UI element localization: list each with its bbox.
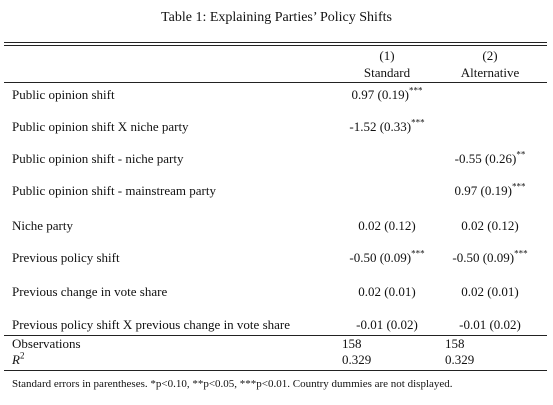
cell-value: -1.52 (0.33) (349, 119, 412, 134)
column-name: Alternative (460, 65, 520, 80)
significance: *** (511, 181, 526, 192)
significance: *** (408, 85, 423, 96)
stat-value: 158 (342, 336, 362, 351)
stat-value: 0.329 (342, 352, 372, 367)
significance: ** (516, 149, 526, 160)
rule (4, 42, 547, 43)
stat-name: R (12, 352, 20, 367)
cell: -0.50 (0.09)*** (327, 248, 447, 266)
stat-label: Observations (12, 336, 81, 352)
column-number: (2) (482, 48, 498, 63)
cell: 0.02 (0.01) (327, 284, 447, 300)
cell-value: -0.01 (0.02) (356, 317, 418, 332)
rule (4, 82, 547, 83)
cell: -1.52 (0.33)*** (327, 117, 447, 135)
stat-label: R2 (12, 350, 25, 368)
row-label: Public opinion shift - niche party (12, 151, 184, 166)
row-label: Previous policy shift X previous change … (12, 317, 290, 332)
cell: 0.97 (0.19)*** (327, 85, 447, 103)
cell-value: -0.01 (0.02) (459, 317, 521, 332)
cell-value: 0.02 (0.12) (358, 218, 416, 233)
row-label: Niche party (12, 218, 74, 233)
rule (4, 370, 547, 371)
stat-name: Observations (12, 336, 81, 351)
row-label: Public opinion shift - mainstream party (12, 183, 216, 198)
cell: 0.02 (0.12) (327, 218, 447, 234)
significance: *** (514, 248, 528, 259)
rule (4, 45, 547, 46)
cell: 0.02 (0.01) (430, 284, 550, 300)
table-note: Standard errors in parentheses. *p<0.10,… (12, 378, 453, 390)
row-label: Previous change in vote share (12, 284, 168, 299)
cell: -0.01 (0.02) (327, 317, 447, 333)
row-label: Public opinion shift X niche party (12, 119, 189, 134)
cell-value: 0.97 (0.19) (351, 87, 409, 102)
row-label: Public opinion shift (12, 87, 115, 102)
stat-value: 158 (445, 336, 465, 351)
cell-value: -0.50 (0.09) (452, 250, 515, 265)
stat-sup: 2 (19, 350, 25, 361)
cell-value: 0.02 (0.01) (358, 284, 416, 299)
table-title: Table 1: Explaining Parties’ Policy Shif… (161, 10, 392, 25)
cell: -0.55 (0.26)** (430, 149, 550, 167)
rule (4, 335, 547, 336)
cell: -0.50 (0.09)*** (430, 248, 550, 266)
significance: *** (411, 248, 425, 259)
cell: -0.01 (0.02) (430, 317, 550, 333)
stat-value: 0.329 (445, 352, 475, 367)
cell-value: -0.50 (0.09) (349, 250, 412, 265)
cell-value: 0.97 (0.19) (454, 183, 512, 198)
cell-value: -0.55 (0.26) (454, 151, 517, 166)
column-number: (1) (379, 48, 395, 63)
significance: *** (411, 117, 425, 128)
cell: 0.02 (0.12) (430, 218, 550, 234)
cell: 0.97 (0.19)*** (430, 181, 550, 199)
row-label: Previous policy shift (12, 250, 120, 265)
column-name: Standard (363, 65, 411, 80)
cell-value: 0.02 (0.12) (461, 218, 519, 233)
cell-value: 0.02 (0.01) (461, 284, 519, 299)
